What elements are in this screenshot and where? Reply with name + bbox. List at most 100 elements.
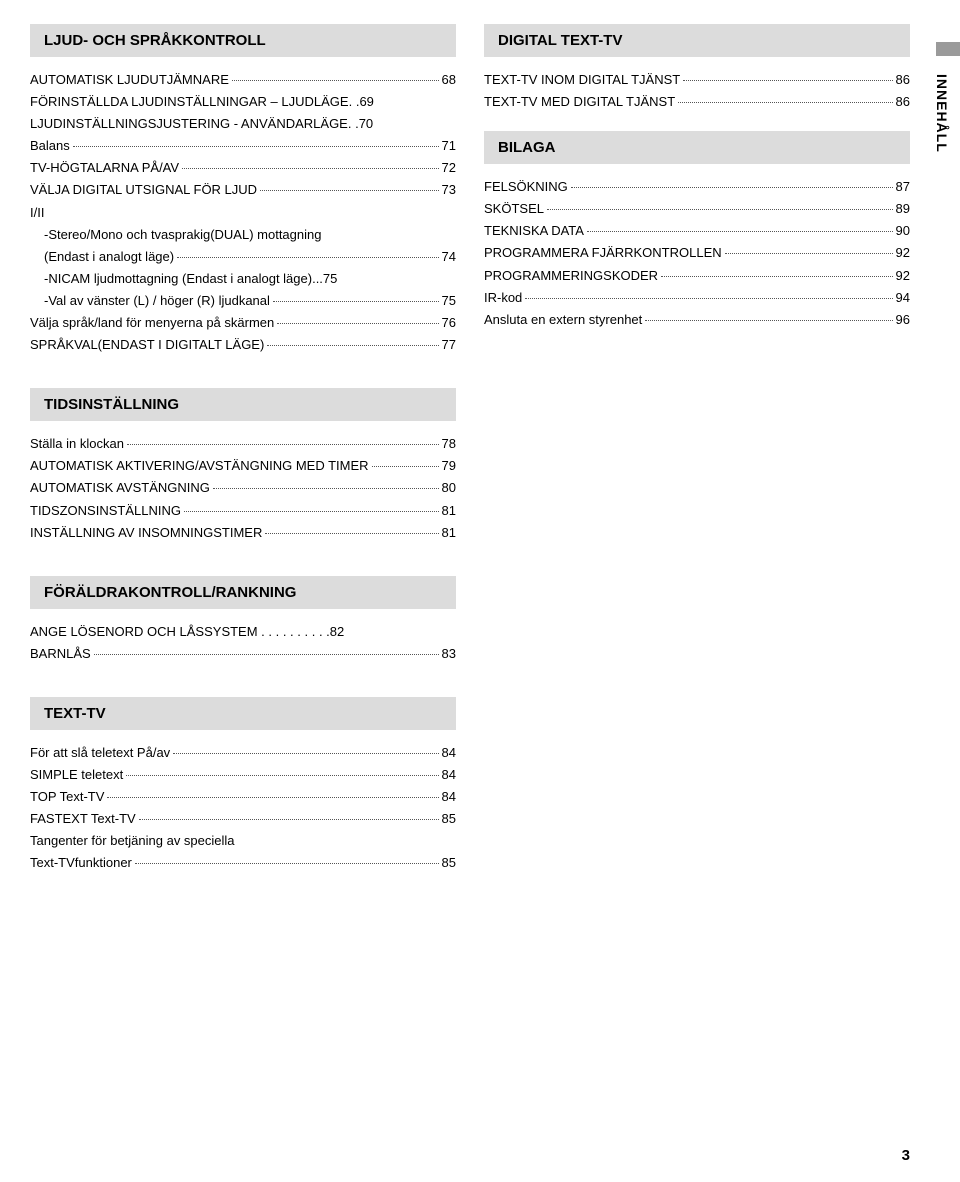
section-head-bilaga: BILAGA — [484, 131, 910, 164]
leader — [94, 654, 439, 655]
leader — [547, 209, 893, 210]
toc-label: (Endast i analogt läge) — [44, 246, 174, 268]
toc-label: VÄLJA DIGITAL UTSIGNAL FÖR LJUD — [30, 179, 257, 201]
toc-label: TV-HÖGTALARNA PÅ/AV — [30, 157, 179, 179]
toc-page: 81 — [442, 500, 456, 522]
toc-page: 85 — [442, 852, 456, 874]
leader — [273, 301, 439, 302]
section-body: ANGE LÖSENORD OCH LÅSSYSTEM . . . . . . … — [30, 621, 456, 665]
section-body: FELSÖKNING 87SKÖTSEL 89TEKNISKA DATA 90P… — [484, 176, 910, 331]
toc-row: IR-kod 94 — [484, 287, 910, 309]
toc-label: TEXT-TV INOM DIGITAL TJÄNST — [484, 69, 680, 91]
section-head-digital: DIGITAL TEXT-TV — [484, 24, 910, 57]
toc-label: SKÖTSEL — [484, 198, 544, 220]
leader — [267, 345, 438, 346]
leader — [135, 863, 439, 864]
toc-label: PROGRAMMERA FJÄRRKONTROLLEN — [484, 242, 722, 264]
toc-page: 81 — [442, 522, 456, 544]
toc-page: 69 — [359, 91, 373, 113]
leader — [73, 146, 439, 147]
toc-page: 92 — [896, 265, 910, 287]
toc-text: I/II — [30, 202, 456, 224]
toc-page: 94 — [896, 287, 910, 309]
toc-row: Välja språk/land för menyerna på skärmen… — [30, 312, 456, 334]
toc-label: IR-kod — [484, 287, 522, 309]
section-head-texttv: TEXT-TV — [30, 697, 456, 730]
toc-row: (Endast i analogt läge) 74 — [30, 246, 456, 268]
toc-page: 70 — [359, 113, 373, 135]
toc-row: -Val av vänster (L) / höger (R) ljudkana… — [30, 290, 456, 312]
toc-label: -NICAM ljudmottagning (Endast i analogt … — [44, 268, 323, 290]
toc-page: 72 — [442, 157, 456, 179]
toc-row: Balans 71 — [30, 135, 456, 157]
toc-label: TIDSZONSINSTÄLLNING — [30, 500, 181, 522]
section-body: Ställa in klockan 78AUTOMATISK AKTIVERIN… — [30, 433, 456, 543]
toc-page: 84 — [442, 764, 456, 786]
toc-page: 79 — [442, 455, 456, 477]
toc-label: SPRÅKVAL(ENDAST I DIGITALT LÄGE) — [30, 334, 264, 356]
leader — [683, 80, 892, 81]
toc-label: LJUDINSTÄLLNINGSJUSTERING - ANVÄNDARLÄGE… — [30, 113, 359, 135]
leader — [678, 102, 892, 103]
toc-row: AUTOMATISK AKTIVERING/AVSTÄNGNING MED TI… — [30, 455, 456, 477]
toc-row: PROGRAMMERA FJÄRRKONTROLLEN 92 — [484, 242, 910, 264]
toc-label: TOP Text-TV — [30, 786, 104, 808]
toc-row: SPRÅKVAL(ENDAST I DIGITALT LÄGE) 77 — [30, 334, 456, 356]
toc-page: 82 — [330, 621, 344, 643]
toc-row: ANGE LÖSENORD OCH LÅSSYSTEM . . . . . . … — [30, 621, 456, 643]
toc-label: Ansluta en extern styrenhet — [484, 309, 642, 331]
leader — [372, 466, 439, 467]
toc-page: 75 — [442, 290, 456, 312]
toc-label: Balans — [30, 135, 70, 157]
toc-row: -NICAM ljudmottagning (Endast i analogt … — [30, 268, 456, 290]
toc-label: FASTEXT Text-TV — [30, 808, 136, 830]
toc-row: TEXT-TV MED DIGITAL TJÄNST 86 — [484, 91, 910, 113]
leader — [107, 797, 438, 798]
leader — [177, 257, 438, 258]
toc-label: FELSÖKNING — [484, 176, 568, 198]
toc-row: Ställa in klockan 78 — [30, 433, 456, 455]
leader — [127, 444, 439, 445]
toc-label: TEKNISKA DATA — [484, 220, 584, 242]
toc-label: Ställa in klockan — [30, 433, 124, 455]
toc-page: 77 — [442, 334, 456, 356]
toc-page: 80 — [442, 477, 456, 499]
toc-row: BARNLÅS 83 — [30, 643, 456, 665]
toc-row: TEXT-TV INOM DIGITAL TJÄNST 86 — [484, 69, 910, 91]
page-number: 3 — [902, 1147, 910, 1164]
toc-page: 87 — [896, 176, 910, 198]
toc-label: PROGRAMMERINGSKODER — [484, 265, 658, 287]
leader — [265, 533, 438, 534]
toc-row: TEKNISKA DATA 90 — [484, 220, 910, 242]
toc-text: -Stereo/Mono och tvasprakig(DUAL) mottag… — [30, 224, 456, 246]
toc-page: 85 — [442, 808, 456, 830]
section-body: AUTOMATISK LJUDUTJÄMNARE 68 FÖRINSTÄLLDA … — [30, 69, 456, 356]
toc-page: 71 — [442, 135, 456, 157]
toc-label: Text-TVfunktioner — [30, 852, 132, 874]
toc-row: PROGRAMMERINGSKODER 92 — [484, 265, 910, 287]
toc-label: AUTOMATISK LJUDUTJÄMNARE — [30, 69, 229, 91]
section-head-tid: TIDSINSTÄLLNING — [30, 388, 456, 421]
section-head-ljud: LJUD- OCH SPRÅKKONTROLL — [30, 24, 456, 57]
toc-label: Välja språk/land för menyerna på skärmen — [30, 312, 274, 334]
toc-row: FELSÖKNING 87 — [484, 176, 910, 198]
toc-page: 84 — [442, 742, 456, 764]
leader — [260, 190, 438, 191]
toc-page: 86 — [896, 69, 910, 91]
toc-row: VÄLJA DIGITAL UTSIGNAL FÖR LJUD 73 — [30, 179, 456, 201]
toc-label: SIMPLE teletext — [30, 764, 123, 786]
leader — [232, 80, 439, 81]
toc-label: TEXT-TV MED DIGITAL TJÄNST — [484, 91, 675, 113]
toc-row: LJUDINSTÄLLNINGSJUSTERING - ANVÄNDARLÄGE… — [30, 113, 456, 135]
toc-page: 68 — [442, 69, 456, 91]
leader — [725, 253, 893, 254]
toc-row: Text-TVfunktioner 85 — [30, 852, 456, 874]
left-column: LJUD- OCH SPRÅKKONTROLL AUTOMATISK LJUDU… — [30, 24, 456, 874]
toc-row: SKÖTSEL 89 — [484, 198, 910, 220]
leader — [525, 298, 892, 299]
toc-row: För att slå teletext På/av 84 — [30, 742, 456, 764]
toc-label: AUTOMATISK AKTIVERING/AVSTÄNGNING MED TI… — [30, 455, 369, 477]
toc-label: FÖRINSTÄLLDA LJUDINSTÄLLNINGAR – LJUDLÄG… — [30, 91, 359, 113]
leader — [571, 187, 893, 188]
leader — [661, 276, 892, 277]
